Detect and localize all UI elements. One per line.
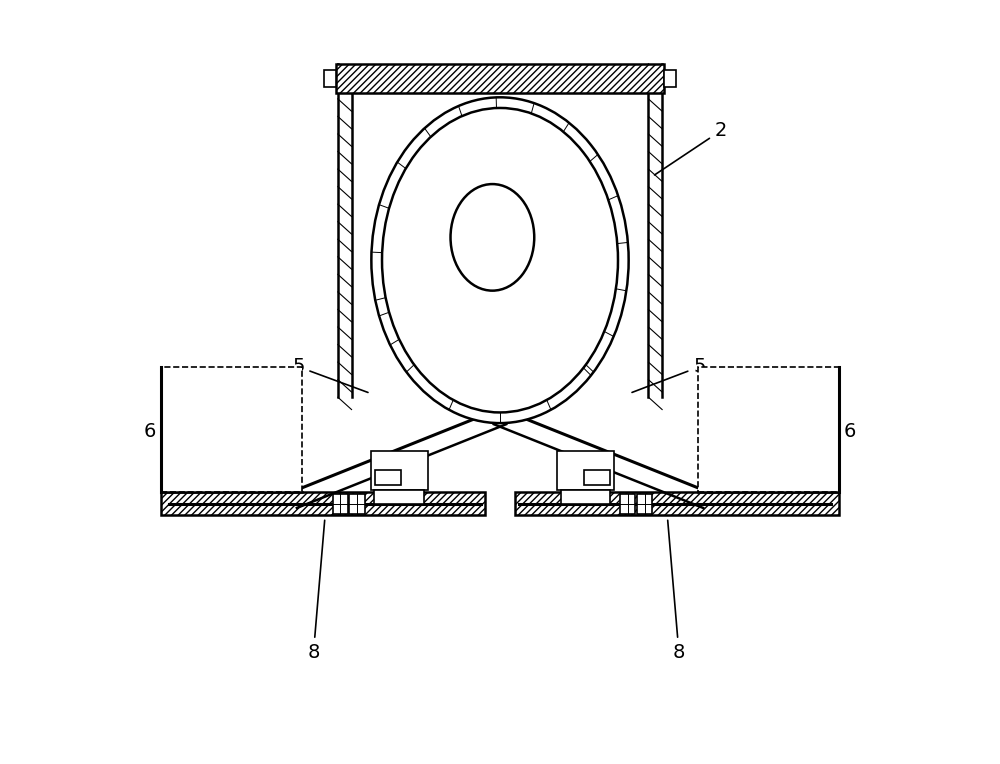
Ellipse shape bbox=[382, 108, 618, 413]
Bar bbox=[637, 494, 652, 513]
Bar bbox=[336, 64, 664, 92]
Text: 5: 5 bbox=[292, 358, 368, 393]
Bar bbox=[561, 490, 610, 503]
Bar bbox=[371, 451, 428, 490]
Ellipse shape bbox=[371, 97, 629, 423]
Text: 3: 3 bbox=[552, 307, 613, 342]
Text: 8: 8 bbox=[307, 520, 325, 662]
Bar bbox=[375, 470, 401, 485]
Bar bbox=[515, 492, 839, 515]
Bar bbox=[698, 367, 839, 492]
Text: 5: 5 bbox=[632, 358, 706, 393]
Text: 8: 8 bbox=[668, 520, 685, 662]
Bar bbox=[557, 451, 614, 490]
Bar bbox=[664, 70, 676, 87]
Bar bbox=[324, 70, 336, 87]
Bar bbox=[620, 494, 635, 513]
Bar bbox=[349, 494, 365, 513]
Bar bbox=[161, 492, 485, 515]
Bar bbox=[336, 64, 664, 92]
Text: 6: 6 bbox=[809, 422, 856, 441]
Bar bbox=[584, 470, 610, 485]
Bar bbox=[161, 367, 302, 492]
Bar bbox=[333, 494, 348, 513]
Bar bbox=[374, 490, 424, 503]
Bar bbox=[161, 492, 485, 515]
Ellipse shape bbox=[451, 184, 534, 290]
Bar bbox=[515, 492, 839, 515]
Text: 6: 6 bbox=[144, 422, 191, 441]
Text: 2: 2 bbox=[655, 121, 727, 175]
